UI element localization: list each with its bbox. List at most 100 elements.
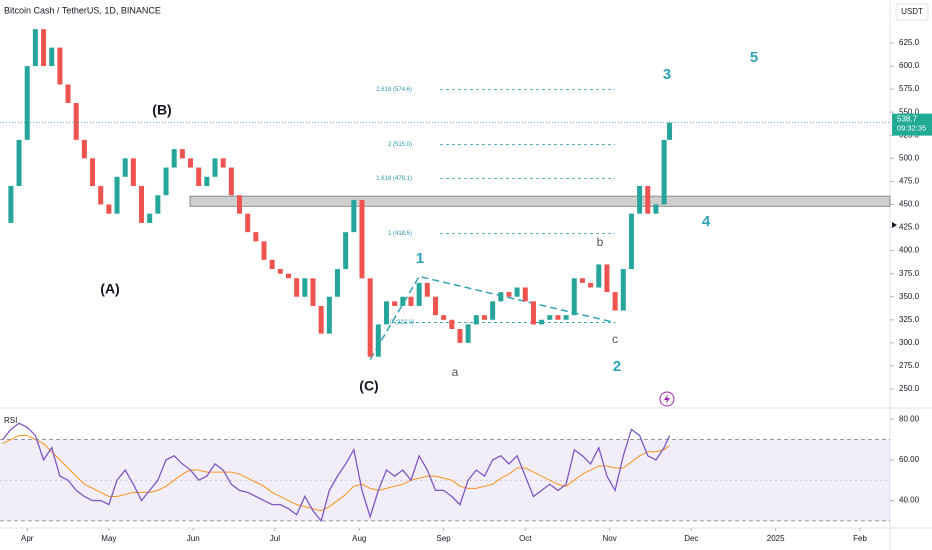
y-tick-label: 575.0 — [899, 84, 920, 93]
candle — [351, 199, 357, 233]
candle — [286, 273, 292, 279]
candle — [359, 199, 365, 279]
candle — [530, 301, 536, 325]
wave-label: a — [452, 365, 459, 379]
y-tick-label: 625.0 — [899, 38, 920, 47]
candle — [481, 315, 487, 320]
zone — [189, 195, 891, 207]
rsi-y-tick-label: 80.00 — [899, 414, 920, 423]
candle — [106, 204, 112, 214]
candle — [449, 319, 455, 330]
y-tick-label: 600.0 — [899, 61, 920, 70]
candle — [571, 278, 577, 316]
candle — [65, 84, 71, 103]
axis-marker — [892, 222, 897, 228]
y-tick-label: 425.0 — [899, 223, 920, 232]
x-tick-label: May — [101, 534, 116, 543]
candle — [122, 158, 128, 177]
x-tick-label: 2025 — [767, 534, 785, 543]
candle — [628, 213, 634, 270]
candle — [620, 269, 626, 311]
candle — [367, 278, 373, 357]
x-tick-label: Jun — [187, 534, 200, 543]
candle — [269, 259, 275, 270]
candle — [667, 122, 673, 140]
candle — [661, 139, 667, 205]
candle — [294, 278, 300, 297]
candle — [383, 301, 389, 325]
candle — [179, 149, 185, 159]
candle — [57, 47, 63, 85]
y-tick-label: 325.0 — [899, 315, 920, 324]
x-tick-label: Sep — [437, 534, 452, 543]
x-tick-label: Apr — [21, 534, 34, 543]
candle — [424, 282, 430, 297]
candle — [163, 167, 169, 196]
chart-title: Bitcoin Cash / TetherUS, 1D, BINANCE — [4, 5, 161, 15]
candle — [228, 167, 234, 196]
rsi-ma-line — [2, 434, 670, 512]
y-tick-label: 450.0 — [899, 200, 920, 209]
candle — [261, 241, 267, 260]
last-price-box — [892, 113, 932, 136]
candle — [16, 139, 22, 187]
candle — [326, 296, 332, 334]
fib-label: 2 (515.0) — [388, 142, 412, 148]
currency: USDT — [901, 7, 923, 16]
candle — [114, 176, 120, 214]
candle — [196, 167, 202, 187]
rsi-label: RSI — [4, 416, 17, 425]
candle — [32, 29, 38, 67]
candle — [392, 301, 398, 306]
candle — [90, 158, 96, 187]
fib-label: 1 (418.5) — [388, 231, 412, 237]
candle — [277, 269, 283, 274]
candle — [465, 324, 471, 343]
y-tick-label: 475.0 — [899, 177, 920, 186]
countdown: 09:32:35 — [897, 124, 926, 133]
candle — [498, 292, 504, 302]
wave-label: (A) — [100, 281, 119, 297]
candle — [563, 315, 569, 320]
currency-box — [895, 3, 929, 21]
last-price-label: 538.7 — [897, 115, 918, 124]
fib-label: 0 (322.0) — [390, 320, 414, 326]
candle — [375, 324, 381, 357]
candle — [408, 296, 414, 306]
candle — [318, 305, 324, 334]
candle — [555, 315, 561, 320]
wave-label: 5 — [750, 49, 758, 66]
candle — [645, 186, 651, 214]
rsi-y-tick-label: 40.00 — [899, 496, 920, 505]
candle — [73, 102, 79, 140]
candle — [155, 195, 161, 214]
wave-label: 4 — [702, 213, 711, 230]
y-tick-label: 375.0 — [899, 269, 920, 278]
candle — [416, 282, 422, 306]
candle — [81, 139, 87, 159]
candle — [506, 292, 512, 297]
candle — [432, 296, 438, 316]
y-tick-label: 400.0 — [899, 246, 920, 255]
candle — [147, 213, 153, 223]
candle — [49, 47, 55, 67]
candle — [204, 176, 210, 187]
wave-label: 3 — [663, 66, 671, 83]
wave-label: b — [597, 235, 604, 249]
candle — [637, 186, 643, 214]
candle — [253, 232, 259, 242]
candle — [547, 315, 553, 320]
candle — [473, 315, 479, 325]
candle — [653, 204, 659, 214]
candle — [514, 287, 520, 297]
candle — [539, 319, 545, 325]
candle — [596, 264, 602, 288]
candle — [188, 158, 194, 168]
x-tick-label: Nov — [603, 534, 617, 543]
wave-label: 2 — [613, 358, 621, 375]
candle — [98, 186, 104, 205]
candle — [130, 158, 136, 187]
candle — [8, 186, 14, 223]
y-tick-label: 350.0 — [899, 292, 920, 301]
